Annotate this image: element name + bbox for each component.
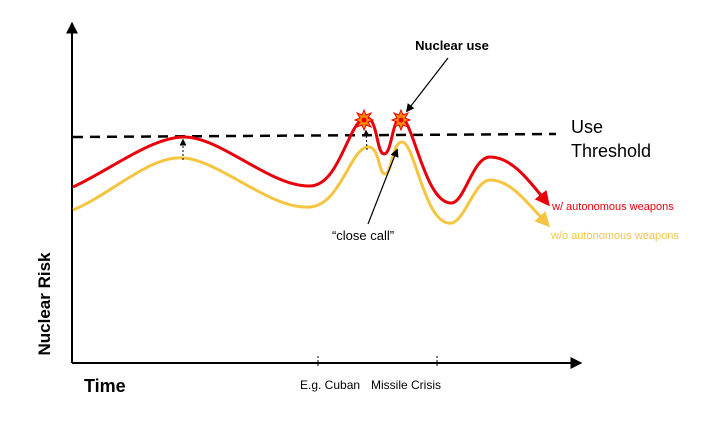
nuclear-use-arrow [405,57,449,113]
series-line-with-autonomous-weapons [72,116,550,207]
close-call-arrow [367,148,399,225]
nuclear-use-label: Nuclear use [415,38,489,53]
nuclear-use-burst-icon [390,108,412,132]
gap-arrow [362,129,370,151]
legend-label-without-autonomous-weapons: w/o autonomous weapons [550,230,679,242]
y-axis-label: Nuclear Risk [35,252,54,356]
threshold-label-line2: Threshold [571,141,651,161]
use-threshold-line [72,132,557,139]
event-label-suffix: Missile Crisis [371,378,441,392]
threshold-label-line1: Use [571,117,603,137]
nuclear-use-burst-icon [353,108,375,132]
x-axis-label: Time [84,376,126,396]
legend-label-with-autonomous-weapons: w/ autonomous weapons [551,201,674,213]
series-line-without-autonomous-weapons [72,140,551,228]
close-call-label: “close call” [332,228,394,243]
event-label-prefix: E.g. Cuban [300,378,360,392]
